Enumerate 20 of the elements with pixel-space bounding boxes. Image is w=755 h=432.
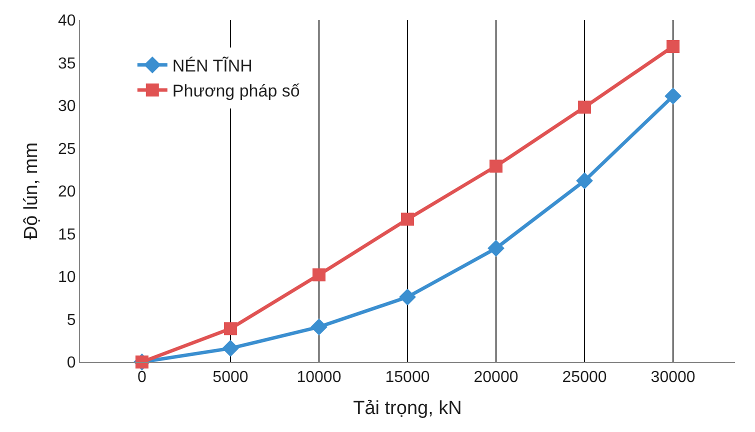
x-tick-label: 10000	[296, 369, 342, 386]
x-tick-label: 0	[138, 369, 147, 386]
y-tick-label: 25	[58, 140, 76, 158]
legend-label: Phương pháp số	[172, 82, 300, 101]
y-tick-label: 20	[58, 184, 76, 201]
x-tick-label: 25000	[562, 369, 607, 386]
y-tick-label: 0	[66, 354, 76, 372]
x-tick-label: 5000	[212, 369, 248, 386]
y-tick-label: 5	[66, 312, 76, 329]
y-tick-label: 10	[58, 269, 76, 286]
y-tick-label: 40	[58, 12, 76, 30]
y-tick-label: 35	[58, 55, 76, 72]
legend-label: NÉN TĨNH	[172, 56, 252, 76]
x-axis-title: Tải trọng, kN	[353, 398, 462, 419]
y-tick-label: 15	[58, 226, 76, 244]
x-tick-label: 20000	[474, 369, 518, 386]
y-axis-title: Độ lún, mm	[20, 142, 42, 240]
x-tick-label: 15000	[385, 369, 430, 386]
y-tick-label: 30	[58, 98, 76, 116]
x-tick-label: 30000	[650, 369, 696, 386]
